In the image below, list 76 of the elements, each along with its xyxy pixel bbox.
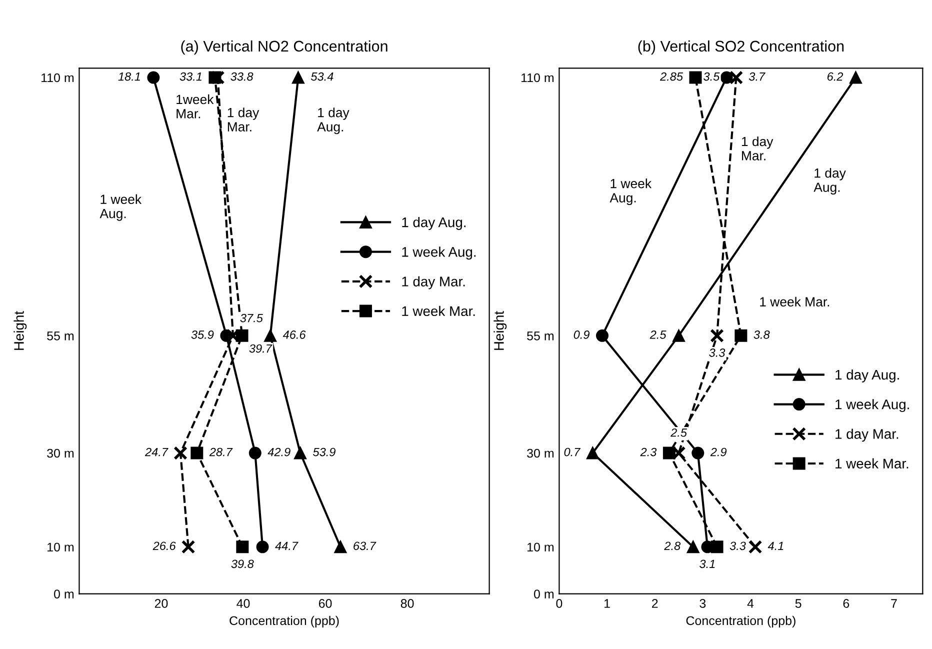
x-tick-label: 20 [154,599,168,608]
x-tick-label: 5 [795,599,802,608]
data-label: 24.7 [144,448,168,456]
data-label: 18.1 [118,72,140,81]
legend-label: 1 day Mar. [402,276,465,290]
data-label: 3.3 [709,348,726,357]
y-tick-label: 55 m [47,332,74,340]
x-axis-title: Concentration (ppb) [230,616,339,628]
y-tick-label: 55 m [527,332,554,340]
data-label: 2.8 [664,542,681,550]
y-axis-title: Height [494,311,507,350]
x-tick-label: 3 [700,599,706,608]
data-label: 2.85 [660,72,684,81]
legend-label: 1 week Aug. [836,399,909,412]
data-label: 3.8 [754,330,770,339]
chart-title: (b) Vertical SO2 Concentration [638,40,844,55]
y-tick-label: 10 m [48,542,74,552]
x-tick-label: 0 [556,599,562,608]
legend-label: 1 week Aug. [402,246,476,260]
data-label: 63.7 [354,542,376,550]
data-label: 33.8 [230,72,254,81]
x-tick-label: 6 [843,599,850,608]
data-label: 4.1 [768,542,784,550]
data-label: 3.5 [704,72,720,81]
data-label: 53.4 [310,72,334,81]
data-label: 35.9 [191,330,214,339]
annotation: 1 week Aug. [610,178,652,206]
data-label: 46.6 [282,330,306,339]
legend-label: 1 day Mar. [836,428,898,442]
y-tick-label: 30 m [527,448,554,458]
data-label: 44.7 [275,542,298,550]
data-label: 2.3 [640,448,657,456]
y-tick-label: 30 m [47,448,74,458]
annotation: 1 week Aug. [100,194,142,221]
data-label: 28.7 [209,448,233,456]
data-label: 6.2 [827,72,844,81]
y-tick-label: 0 m [54,590,74,598]
x-tick-label: 40 [236,599,250,608]
y-tick-label: 110 m [521,73,554,82]
data-label: 53.9 [313,448,336,456]
data-label: 39.7 [249,344,272,353]
annotation: 1 day Mar. [228,108,260,132]
x-tick-label: 80 [400,599,414,608]
data-label: 2.5 [650,330,666,339]
annotation: 1 day Aug. [317,108,350,134]
data-label: 3.3 [730,542,746,550]
data-label: 3.1 [700,560,715,568]
data-label: 26.6 [152,542,176,550]
chart-title: (a) Vertical NO2 Concentration [181,40,388,55]
data-label: 39.8 [231,560,254,568]
data-label: 2.9 [710,448,727,456]
legend-label: 1 day Aug. [402,217,466,230]
x-axis-title: Concentration (ppb) [686,616,796,628]
legend-label: 1 week Mar. [836,458,908,469]
y-tick-label: 10 m [528,542,554,552]
annotation: 1 week Mar. [760,296,830,307]
data-label: 42.9 [268,448,290,456]
annotation: 1 day Aug. [814,168,846,195]
data-label: 33.1 [180,72,202,81]
x-tick-label: 7 [891,599,897,608]
y-axis-title: Height [14,311,27,350]
x-tick-label: 60 [318,599,332,608]
legend-label: 1 week Mar. [402,306,475,316]
data-label: 2.5 [670,428,687,437]
annotation: 1week Mar. [176,94,214,118]
x-tick-label: 1 [604,599,610,608]
data-label: 0.7 [564,448,581,456]
data-label: 37.5 [240,314,263,322]
data-label: 0.9 [574,330,590,339]
x-tick-label: 2 [652,599,658,608]
legend-label: 1 day Aug. [836,369,899,382]
x-tick-label: 4 [747,599,754,608]
data-label: 3.7 [748,72,766,81]
y-tick-label: 0 m [534,590,554,598]
y-tick-label: 110 m [41,73,74,82]
annotation: 1 day Mar. [742,136,774,160]
